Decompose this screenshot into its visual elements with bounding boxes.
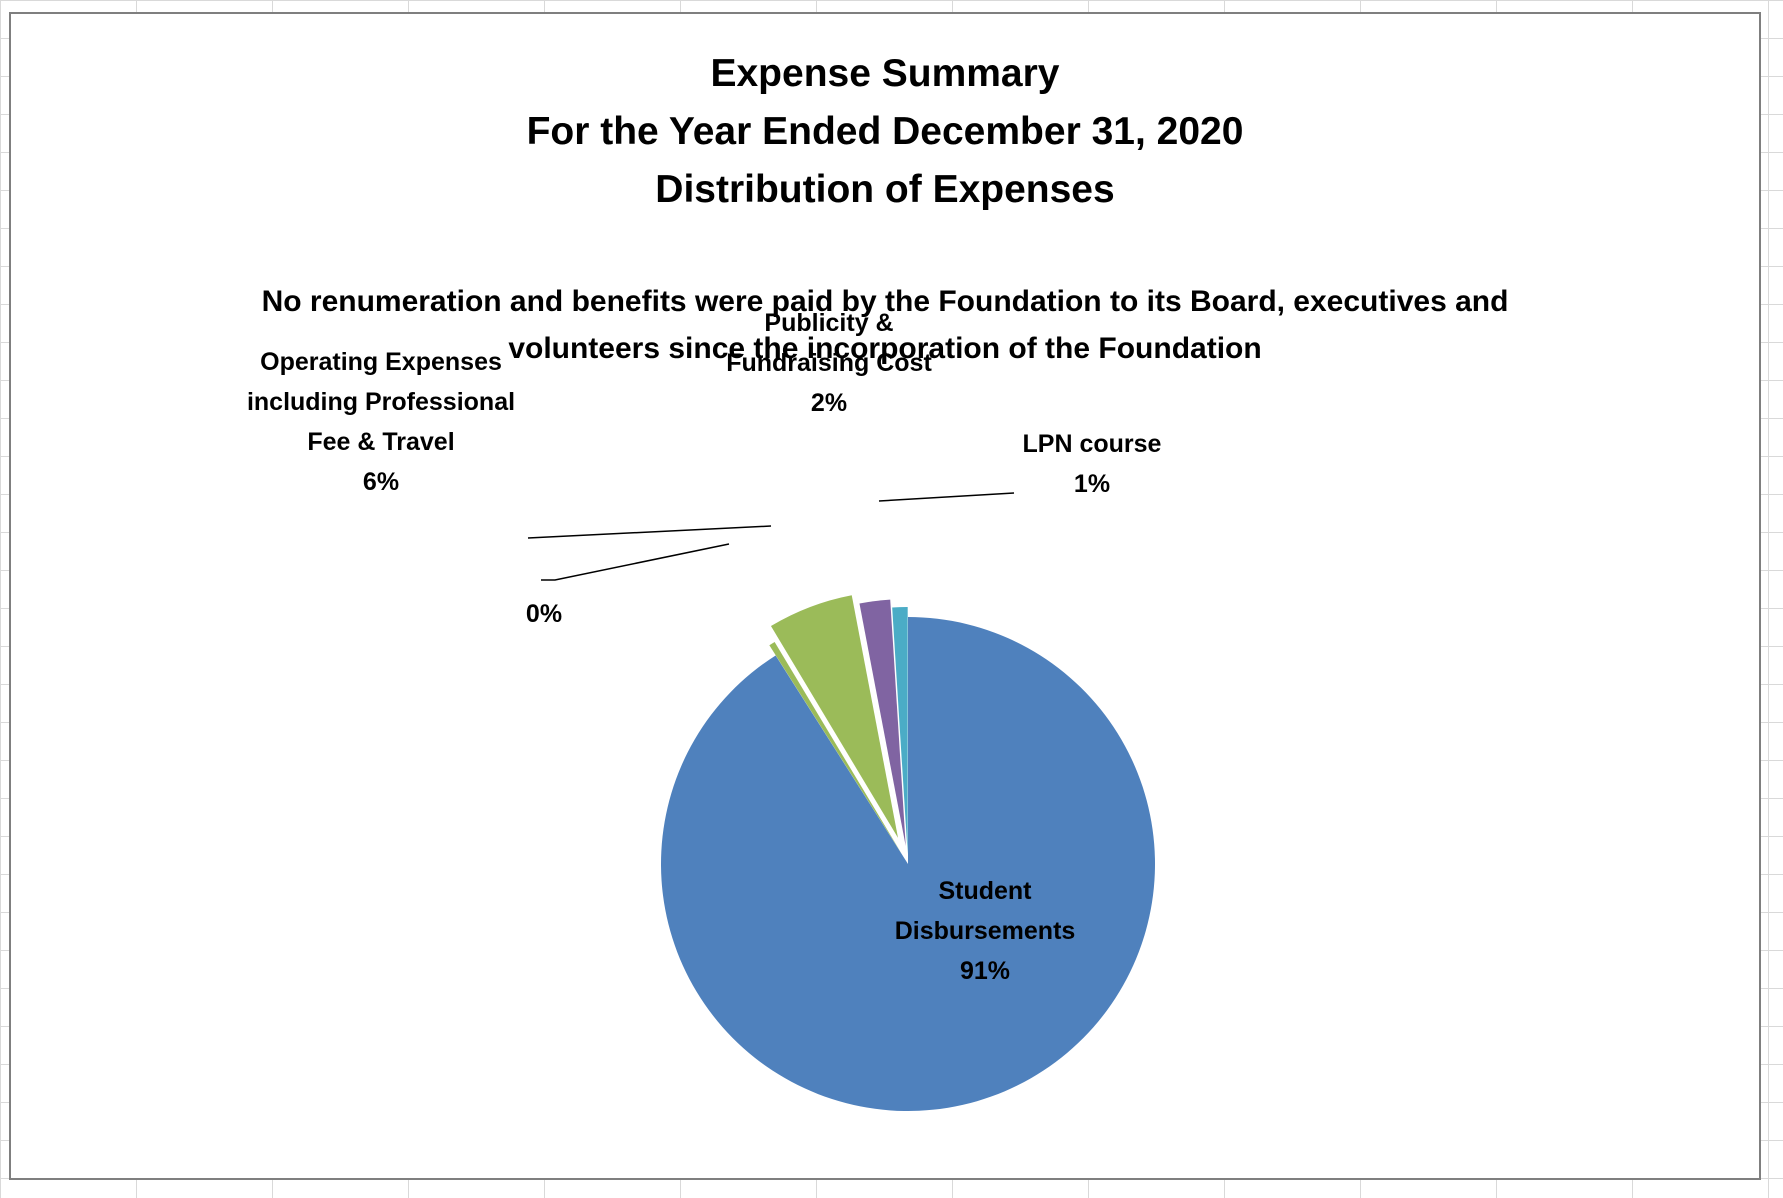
slice-percent-3: 2% xyxy=(811,389,847,417)
chart-subtitle-line-2: volunteers since the incorporation of th… xyxy=(508,332,1262,365)
pie-slice-2[interactable] xyxy=(770,595,899,838)
slice-label-line-3-0: Publicity & xyxy=(764,309,893,337)
slice-percent-1: 0% xyxy=(526,600,562,628)
slice-label-line-2-1: including Professional xyxy=(247,388,515,416)
pie-slice-4[interactable] xyxy=(892,607,908,855)
pie-slice-1[interactable] xyxy=(769,641,902,854)
slice-label-line-0-0: Student xyxy=(938,877,1032,905)
chart-title-line-1: Expense Summary xyxy=(710,52,1060,95)
chart-title-line-2: For the Year Ended December 31, 2020 xyxy=(526,110,1244,153)
slice-label-0: Student Disbursements 91% xyxy=(895,877,1076,985)
slice-label-line-2-2: Fee & Travel xyxy=(307,428,454,456)
slice-label-line-0-1: Disbursements xyxy=(895,917,1076,945)
leader-line-2 xyxy=(527,525,772,539)
slice-label-line-3-1: Fundraising Cost xyxy=(726,349,932,377)
chart-subtitle-line-1: No renumeration and benefits were paid b… xyxy=(261,285,1509,318)
chart-area[interactable]: Expense Summary For the Year Ended Decem… xyxy=(9,12,1761,1180)
slice-label-4: LPN course 1% xyxy=(1023,430,1162,498)
slice-percent-4: 1% xyxy=(1074,470,1110,498)
pie-chart[interactable]: Student Disbursements 91% 0% Operating Expen… xyxy=(11,14,1759,1178)
leader-line-1 xyxy=(541,543,730,581)
pie-slice-3[interactable] xyxy=(859,599,906,847)
slice-label-line-2-0: Operating Expenses xyxy=(260,348,502,376)
slice-label-1: 0% xyxy=(526,600,562,628)
leader-line-4 xyxy=(878,492,1015,502)
slice-label-3: Publicity & Fundraising Cost 2% xyxy=(726,309,932,417)
slice-percent-0: 91% xyxy=(960,957,1010,985)
slice-label-2: Operating Expenses including Professional… xyxy=(247,348,515,496)
chart-title-line-3: Distribution of Expenses xyxy=(655,168,1115,211)
pie-slice-0[interactable] xyxy=(661,617,1155,1111)
slice-percent-2: 6% xyxy=(363,468,399,496)
slice-label-line-4-0: LPN course xyxy=(1023,430,1162,458)
